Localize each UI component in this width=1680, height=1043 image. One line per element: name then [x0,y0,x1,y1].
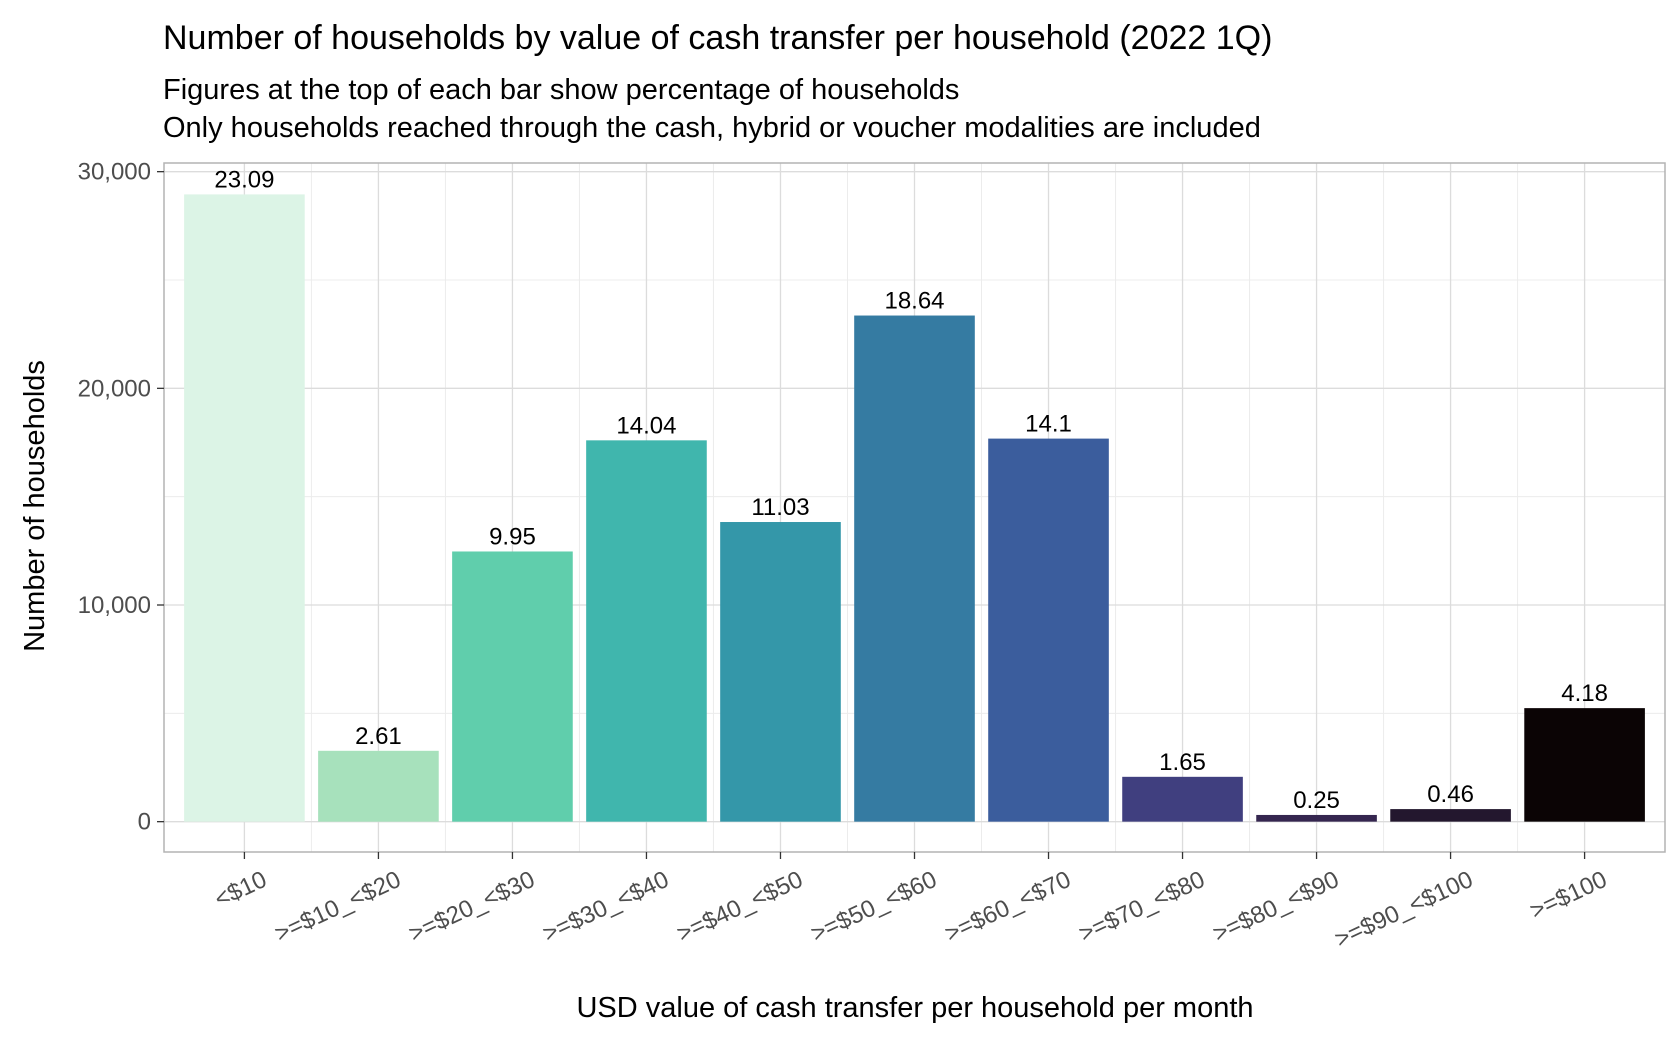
y-tick-label: 20,000 [78,375,151,402]
bar-value-label: 11.03 [751,494,809,521]
x-tick-label: >=$100 [1526,866,1611,925]
x-tick-label: >=$20_<$30 [405,866,539,948]
bar-value-label: 1.65 [1159,749,1206,776]
x-tick-label: >=$10_<$20 [271,866,405,948]
chart-title: Number of households by value of cash tr… [163,19,1272,57]
chart-subtitle-line-2: Only households reached through the cash… [163,112,1261,144]
bar-value-label: 4.18 [1561,680,1608,707]
x-tick-label: >=$80_<$90 [1209,866,1343,948]
bar-value-labels: 23.09 2.61 9.95 14.04 11.03 18.64 14.1 1.65 0.25… [214,166,1608,814]
x-tick-label: >=$40_<$50 [673,866,807,948]
x-tick-label: >=$60_<$70 [941,866,1075,948]
y-axis-label: Number of households [19,360,51,652]
bar-value-label: 23.09 [214,166,274,193]
bar [1524,708,1645,822]
x-tick-label: >=$70_<$80 [1075,866,1209,948]
bar-value-label: 0.25 [1293,787,1340,814]
x-tick-label: <$10 [211,866,271,913]
bar [720,522,841,822]
y-axis-ticks: 0 10,000 20,000 30,000 [78,159,164,836]
bar-value-label: 18.64 [884,288,944,315]
bar [854,315,975,822]
x-tick-label: >=$30_<$40 [539,866,673,948]
bars [184,194,1645,822]
y-tick-label: 0 [138,809,151,836]
bar [586,440,707,822]
bar [318,750,439,822]
y-tick-label: 10,000 [78,592,151,619]
x-axis-label: USD value of cash transfer per household… [576,992,1253,1024]
chart-subtitle-line-1: Figures at the top of each bar show perc… [163,74,959,106]
bar-value-label: 2.61 [355,723,402,750]
bar [1256,814,1377,822]
x-axis-ticks: <$10 >=$10_<$20 >=$20_<$30 >=$30_<$40 >=$40_… [211,852,1611,953]
bar [184,194,305,822]
bar [988,438,1109,822]
bar-value-label: 14.04 [616,412,676,439]
bar-value-label: 14.1 [1025,411,1072,438]
bar [1122,776,1243,822]
x-tick-label: >=$50_<$60 [807,866,941,948]
bar-value-label: 0.46 [1427,781,1474,808]
bar [1390,809,1511,822]
bar [452,551,573,822]
x-tick-label: >=$90_<$100 [1331,866,1477,953]
y-tick-label: 30,000 [78,159,151,186]
bar-value-label: 9.95 [489,523,536,550]
